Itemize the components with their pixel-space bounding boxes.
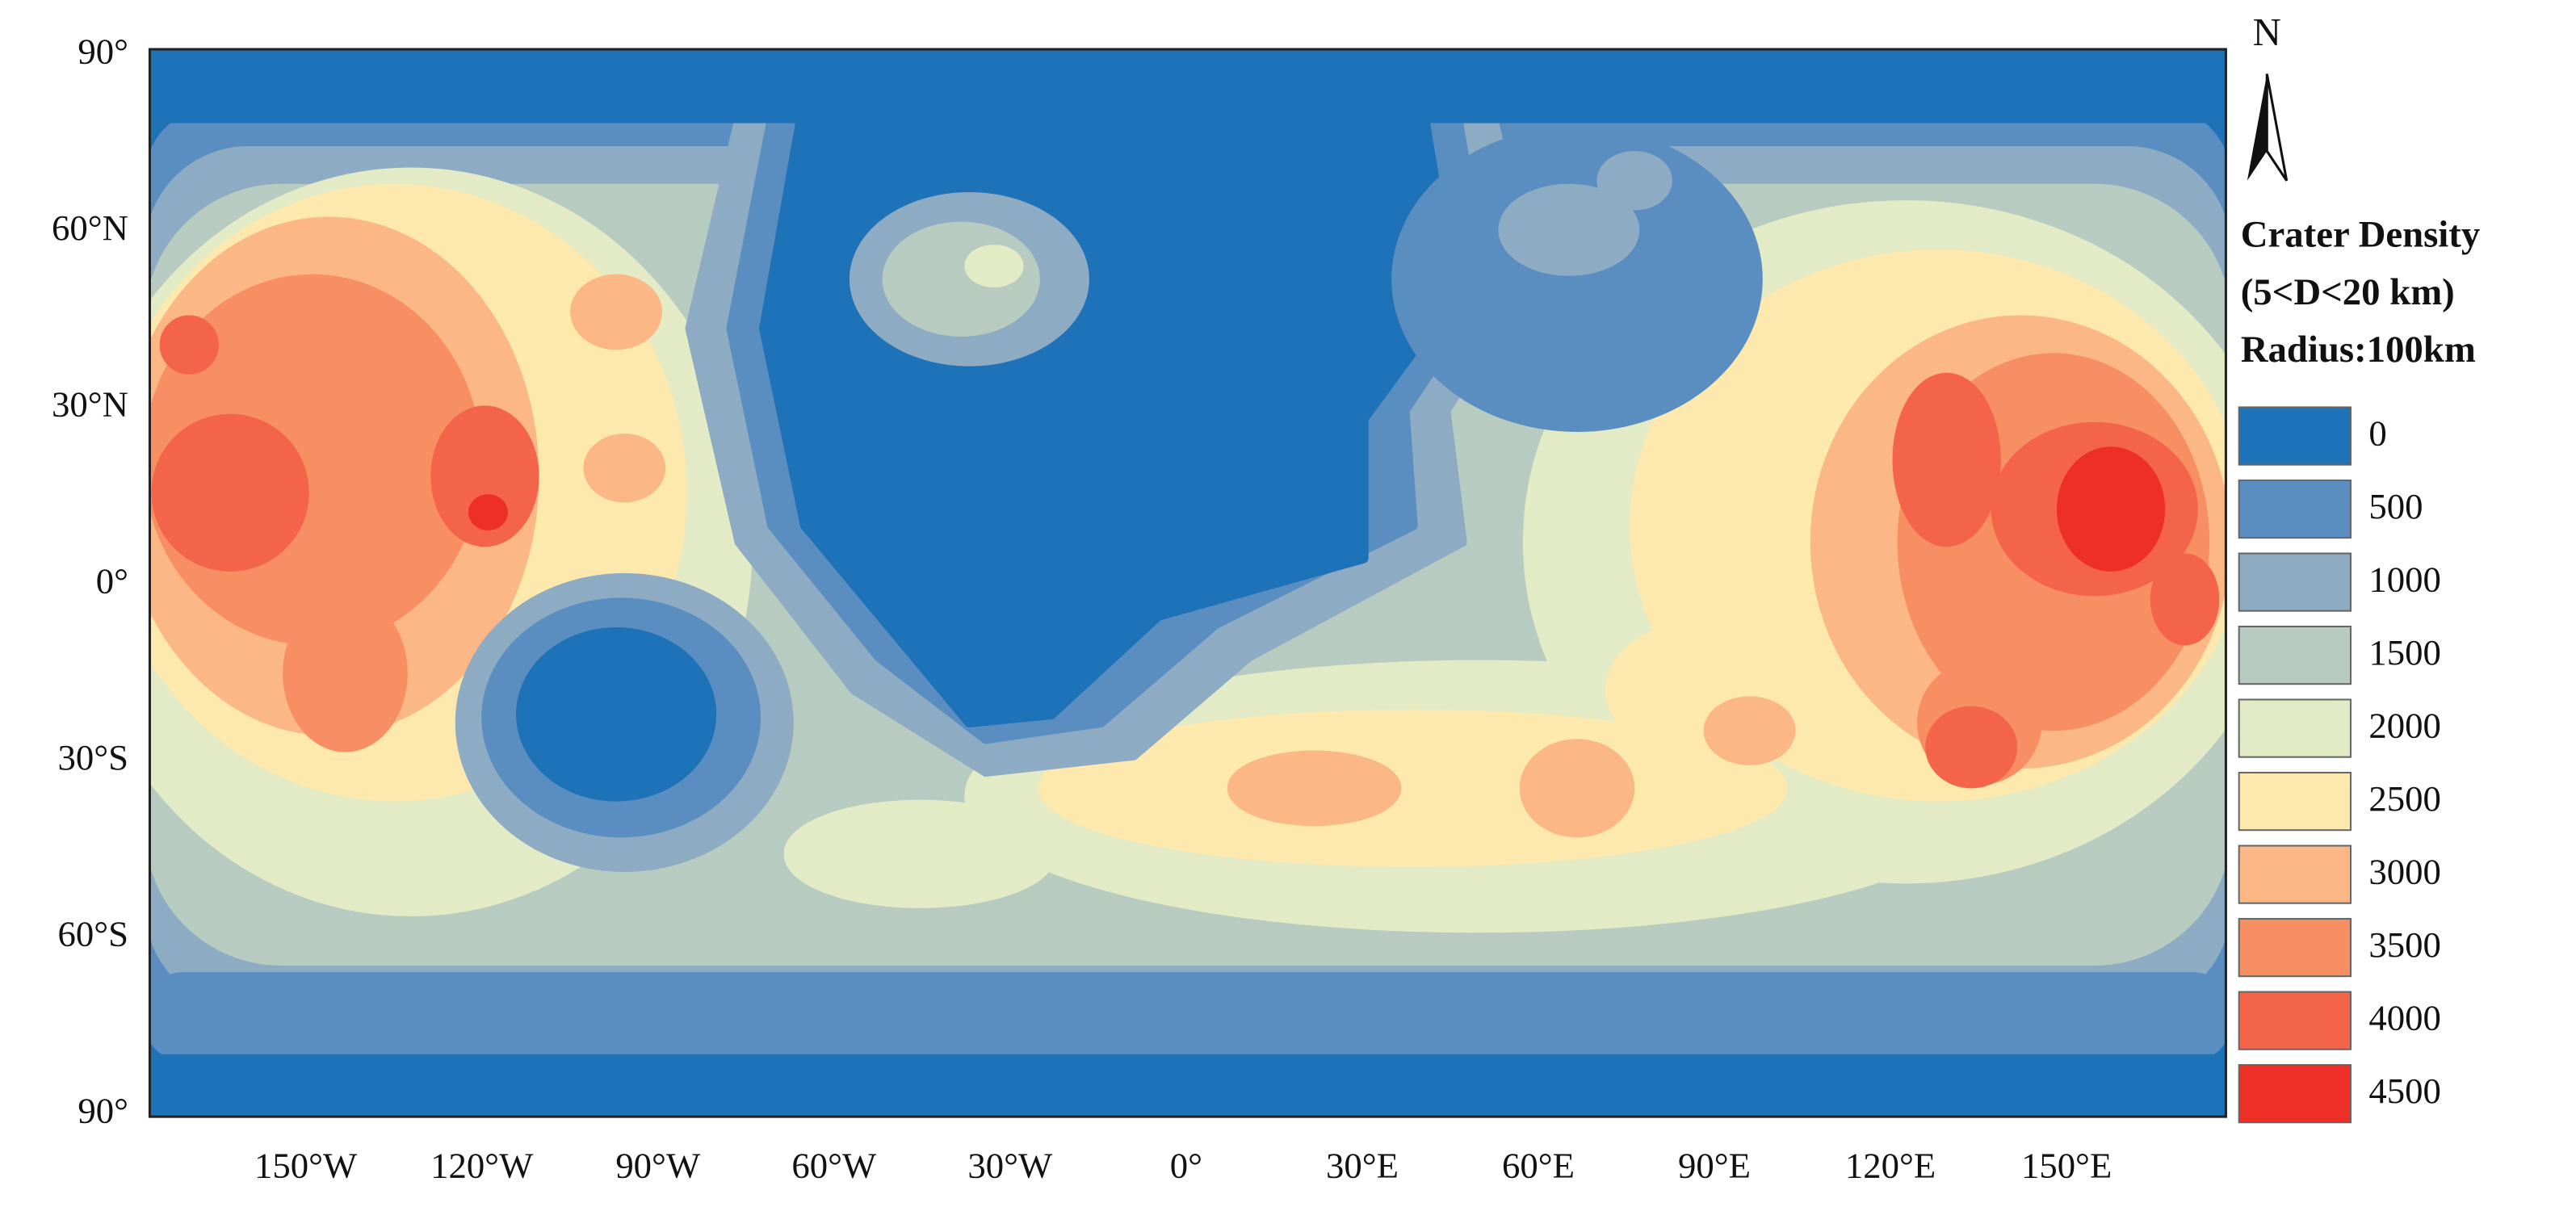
legend-title: (5<D<20 km) [2241,271,2455,313]
legend-swatch [2238,698,2352,758]
lat-tick-label: 0° [96,560,128,601]
density-zone [468,494,508,530]
density-zone [151,413,309,572]
north-arrow: N [2247,10,2289,182]
north-arrow-right [2265,73,2289,182]
density-zone [964,245,1024,287]
density-zone [159,315,219,375]
legend-title: Crater Density [2241,214,2481,256]
legend-label: 4000 [2368,997,2440,1037]
density-zone [1925,706,2018,789]
density-zone [1227,750,1402,827]
lat-tick-label: 60°S [57,914,128,954]
legend-label: 500 [2368,486,2423,526]
legend-label: 2000 [2368,705,2440,745]
legend-swatch [2238,844,2352,904]
density-zone [2150,553,2220,646]
lon-tick-label: 60°E [1502,1145,1575,1185]
density-zone [430,405,539,547]
legend-label: 2500 [2368,778,2440,819]
legend-swatch [2238,991,2352,1050]
density-zone [1391,126,1763,432]
lon-tick-label: 30°W [967,1145,1053,1185]
legend-swatch [2238,1064,2352,1124]
density-zone [1703,696,1796,765]
legend-title: Radius:100km [2241,329,2476,371]
lat-tick-label: 30°N [52,384,128,425]
legend-label: 0 [2368,413,2386,453]
lon-tick-label: 120°W [430,1145,534,1185]
lat-tick-label: 90° [78,1090,128,1130]
density-zone [570,274,663,350]
legend-label: 3500 [2368,924,2440,965]
density-zone [283,594,408,752]
density-zone [1892,372,2001,547]
lat-tick-label: 30°S [57,737,128,777]
lon-tick-label: 120°E [1845,1145,1936,1185]
density-zone [783,799,1057,908]
legend-swatch [2238,479,2352,539]
density-zone [516,627,717,802]
legend-swatch [2238,625,2352,685]
density-zone [1519,739,1635,838]
map-frame [148,48,2227,1118]
legend-label: 4500 [2368,1071,2440,1111]
density-zone [1498,183,1640,276]
legend-swatch [2238,406,2352,466]
density-zone [1596,151,1672,211]
density-zone [149,49,2226,124]
lon-tick-label: 90°W [615,1145,701,1185]
lon-tick-label: 90°E [1678,1145,1751,1185]
legend-label: 1000 [2368,559,2440,599]
north-label: N [2253,10,2281,54]
lon-tick-label: 60°W [791,1145,877,1185]
legend-swatch [2238,918,2352,978]
north-arrow-left [2247,73,2268,181]
lon-tick-label: 0° [1170,1145,1202,1185]
density-zone [149,972,2226,1061]
legend-swatch [2238,771,2352,832]
lon-tick-label: 150°E [2021,1145,2112,1185]
lat-tick-label: 90° [78,31,128,71]
density-zone [583,433,666,503]
lat-tick-label: 60°N [52,207,128,248]
legend-label: 1500 [2368,632,2440,673]
density-field [149,49,2226,1117]
lon-tick-label: 30°E [1326,1145,1399,1185]
legend-swatch [2238,552,2352,612]
lon-tick-label: 150°W [254,1145,358,1185]
legend-label: 3000 [2368,851,2440,891]
density-zone [149,1054,2226,1117]
density-zone [2056,446,2166,572]
